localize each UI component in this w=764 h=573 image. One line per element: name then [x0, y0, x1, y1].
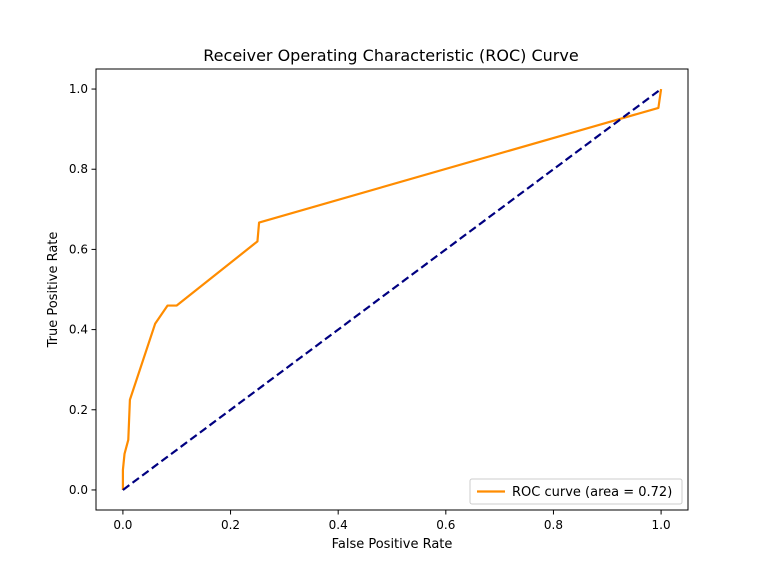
x-tick-label: 0.2 [221, 518, 240, 532]
y-tick-label: 0.8 [69, 162, 88, 176]
x-tick-label: 1.0 [652, 518, 671, 532]
y-tick-label: 1.0 [69, 82, 88, 96]
legend-label-roc-curve: ROC curve (area = 0.72) [512, 485, 672, 500]
y-tick-label: 0.6 [69, 242, 88, 256]
y-tick-label: 0.4 [69, 323, 88, 337]
y-tick-label: 0.2 [69, 403, 88, 417]
x-tick-label: 0.4 [329, 518, 348, 532]
x-axis-label: False Positive Rate [332, 537, 453, 552]
axes-frame [95, 68, 689, 511]
x-tick-label: 0.8 [544, 518, 563, 532]
legend: ROC curve (area = 0.72) [469, 478, 683, 505]
chance-diagonal-line [122, 88, 662, 491]
legend-box [469, 478, 683, 505]
chart-title: Receiver Operating Characteristic (ROC) … [203, 46, 578, 65]
y-axis-label: True Positive Rate [46, 232, 61, 349]
roc-curve-line [121, 88, 663, 490]
x-tick-label: 0.6 [436, 518, 455, 532]
x-tick-label: 0.0 [113, 518, 132, 532]
y-tick-label: 0.0 [69, 483, 88, 497]
plot-area [121, 88, 663, 491]
axis-ticks: 0.0 0.2 0.4 0.6 0.8 1.0 0.0 0.2 0.4 0.6 0.8 1.0 [69, 82, 671, 532]
